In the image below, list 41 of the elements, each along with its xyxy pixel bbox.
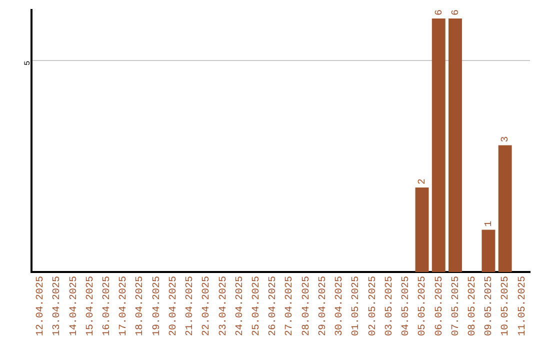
y-tick-label: 5 (24, 60, 33, 66)
x-tick-label: 20.04.2025 (168, 276, 180, 336)
bar (482, 230, 496, 272)
x-tick-label: 29.04.2025 (318, 276, 329, 336)
x-tick-label: 16.04.2025 (102, 276, 113, 336)
x-tick-label: 12.04.2025 (36, 276, 47, 336)
x-tick-label: 07.05.2025 (450, 276, 462, 336)
x-tick-label: 24.04.2025 (234, 276, 246, 336)
x-tick-label: 09.05.2025 (484, 276, 496, 336)
x-tick-label: 01.05.2025 (351, 276, 362, 336)
x-tick-label: 03.05.2025 (384, 276, 396, 336)
bar (432, 18, 446, 272)
x-tick-label: 25.04.2025 (252, 276, 263, 336)
x-tick-label: 02.05.2025 (368, 276, 379, 336)
x-tick-label: 27.04.2025 (284, 276, 296, 336)
x-tick-label: 06.05.2025 (434, 276, 446, 336)
x-tick-label: 14.04.2025 (68, 276, 80, 336)
x-tick-label: 22.04.2025 (202, 276, 213, 336)
data-label: 6 (450, 9, 462, 16)
x-tick-label: 04.05.2025 (401, 276, 412, 336)
x-tick-label: 17.04.2025 (118, 276, 130, 336)
data-label: 6 (434, 9, 446, 16)
x-tick-label: 26.04.2025 (268, 276, 280, 336)
data-label: 3 (500, 136, 512, 142)
x-tick-label: 13.04.2025 (52, 276, 64, 336)
x-tick-label: 23.04.2025 (218, 276, 230, 336)
x-tick-label: 15.04.2025 (85, 276, 96, 336)
bar (448, 18, 462, 272)
x-tick-label: 30.04.2025 (334, 276, 346, 336)
x-tick-label: 10.05.2025 (500, 276, 512, 336)
x-tick-label: 05.05.2025 (418, 276, 429, 336)
x-tick-label: 21.04.2025 (185, 276, 196, 336)
x-tick-label: 19.04.2025 (152, 276, 163, 336)
x-tick-label: 18.04.2025 (135, 276, 146, 336)
x-tick-label: 08.05.2025 (467, 276, 478, 336)
bar (498, 145, 512, 272)
x-tick-label: 28.04.2025 (301, 276, 312, 336)
data-label: 2 (418, 178, 429, 184)
x-tick-label: 11.05.2025 (517, 276, 528, 336)
bar (415, 187, 429, 272)
data-label: 1 (484, 220, 496, 227)
